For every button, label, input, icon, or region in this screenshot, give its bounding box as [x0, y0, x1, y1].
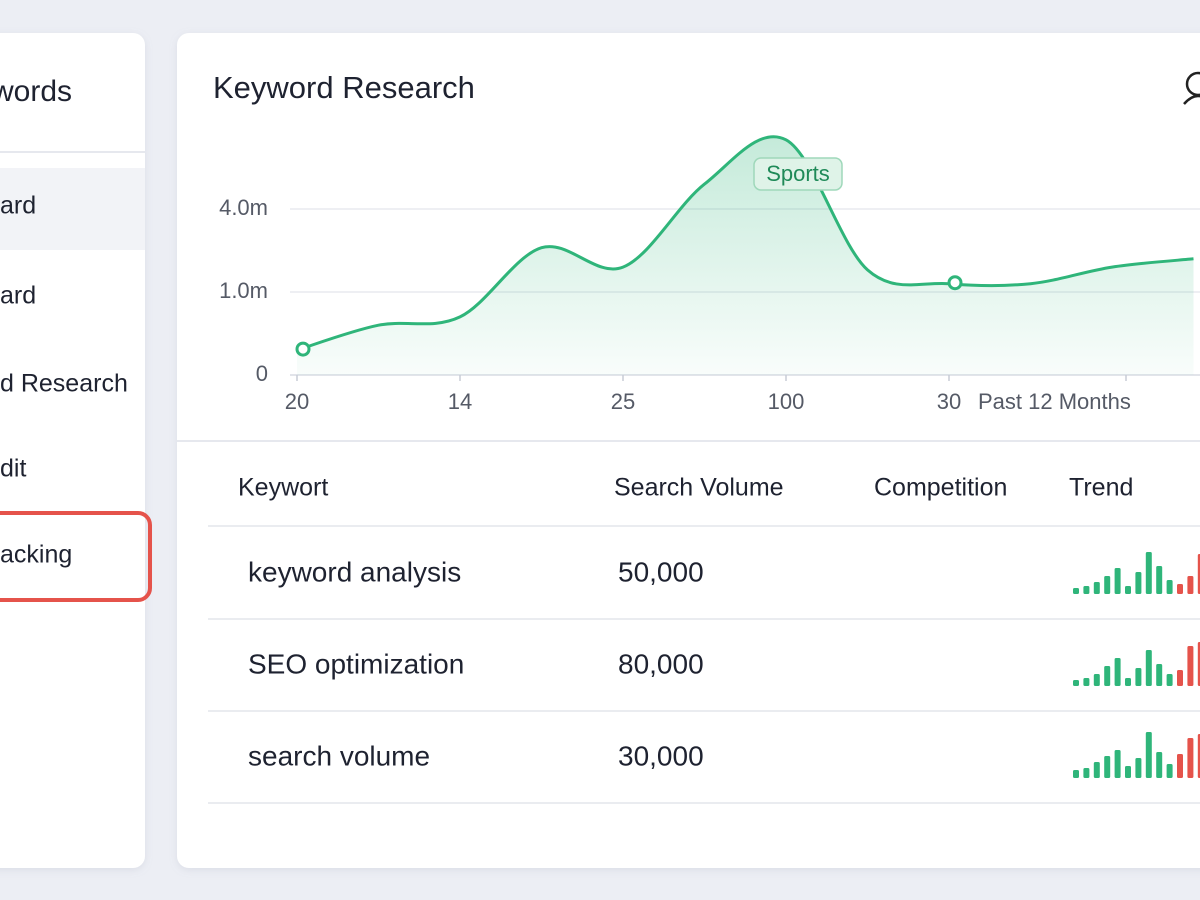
trend-bar [1104, 576, 1111, 594]
trend-bar [1083, 768, 1090, 778]
nav-item[interactable]: ard [0, 282, 36, 310]
trend-bar [1093, 762, 1100, 778]
trend-bar [1187, 576, 1194, 594]
trend-bar [1114, 658, 1121, 686]
x-axis-label: Past 12 Months [978, 389, 1131, 414]
trend-bar [1073, 770, 1079, 778]
keyword-cell: search volume [248, 740, 430, 771]
volume-cell: 50,000 [618, 556, 704, 587]
trend-bar [1083, 586, 1090, 594]
x-tick-label: 25 [611, 389, 635, 414]
active-item-bg [0, 168, 145, 250]
trend-bar [1125, 766, 1131, 778]
chart: 0 1.0m 4.0m 20 14 25 100 30 Past 12 Months Sports [219, 135, 1200, 414]
page-title: Keyword Research [213, 70, 475, 105]
sidebar [0, 33, 145, 868]
column-header: Competition [874, 474, 1007, 502]
point-marker [947, 275, 963, 291]
trend-bar [1145, 552, 1152, 594]
nav-item[interactable]: dit [0, 455, 26, 483]
main-card [177, 33, 1200, 868]
series-tag-label: Sports [766, 161, 830, 186]
table: Keywort Search Volume Competition Trend keyw… [208, 474, 1200, 804]
trend-bar [1114, 568, 1121, 594]
trend-bar [1187, 738, 1194, 778]
trend-bar [1073, 588, 1079, 594]
x-tick-label: 14 [448, 389, 472, 414]
trend-bar [1083, 678, 1090, 686]
user-icon[interactable] [1183, 71, 1200, 105]
nav-item[interactable]: d Research [0, 370, 128, 398]
trend-bar [1114, 750, 1121, 778]
point-marker [295, 341, 311, 357]
trend-bar [1125, 678, 1131, 686]
user-icon-body [1183, 94, 1200, 105]
trend-bar [1125, 586, 1131, 594]
volume-cell: 30,000 [618, 740, 704, 771]
trend-bar [1187, 646, 1194, 686]
trend-bar [1073, 680, 1079, 686]
trend-bar [1156, 664, 1163, 686]
trend-bar [1197, 554, 1200, 594]
nav-item[interactable]: acking [0, 541, 72, 569]
trend-bar [1135, 758, 1142, 778]
trend-bar [1177, 754, 1183, 778]
trend-bar [1135, 668, 1142, 686]
keyword-cell: SEO optimization [248, 648, 464, 679]
series-tag [753, 157, 843, 191]
x-tick-label: 30 [937, 389, 961, 414]
line [296, 135, 1194, 352]
trend-bar [1166, 674, 1173, 686]
sidebar-title: words [0, 75, 72, 108]
y-tick-label: 1.0m [219, 278, 268, 303]
trend-bar [1156, 752, 1163, 778]
trend-bar [1197, 734, 1200, 778]
trend-bar [1135, 572, 1142, 594]
trend-bar [1093, 674, 1100, 686]
keyword-cell: keyword analysis [248, 556, 461, 587]
trend-bar [1145, 650, 1152, 686]
trend-bar [1197, 642, 1200, 686]
column-header: Keywort [238, 474, 328, 502]
trend-bar [1177, 584, 1183, 594]
trend-bar [1166, 580, 1173, 594]
trend-bar [1145, 732, 1152, 778]
trend-bar [1156, 566, 1163, 594]
nav-item[interactable]: ard [0, 192, 36, 220]
x-tick-label: 20 [285, 389, 309, 414]
trend-bar [1177, 670, 1183, 686]
trend-bar [1104, 666, 1111, 686]
trend-bar [1104, 756, 1111, 778]
area [297, 136, 1194, 375]
y-tick-label: 4.0m [219, 195, 268, 220]
selected-outline [0, 511, 152, 602]
volume-cell: 80,000 [618, 648, 704, 679]
y-tick-label: 0 [256, 361, 268, 386]
trend-bar [1166, 764, 1173, 778]
column-header: Search Volume [614, 474, 784, 502]
x-tick-label: 100 [768, 389, 805, 414]
column-header: Trend [1069, 474, 1133, 502]
trend-bar [1093, 582, 1100, 594]
